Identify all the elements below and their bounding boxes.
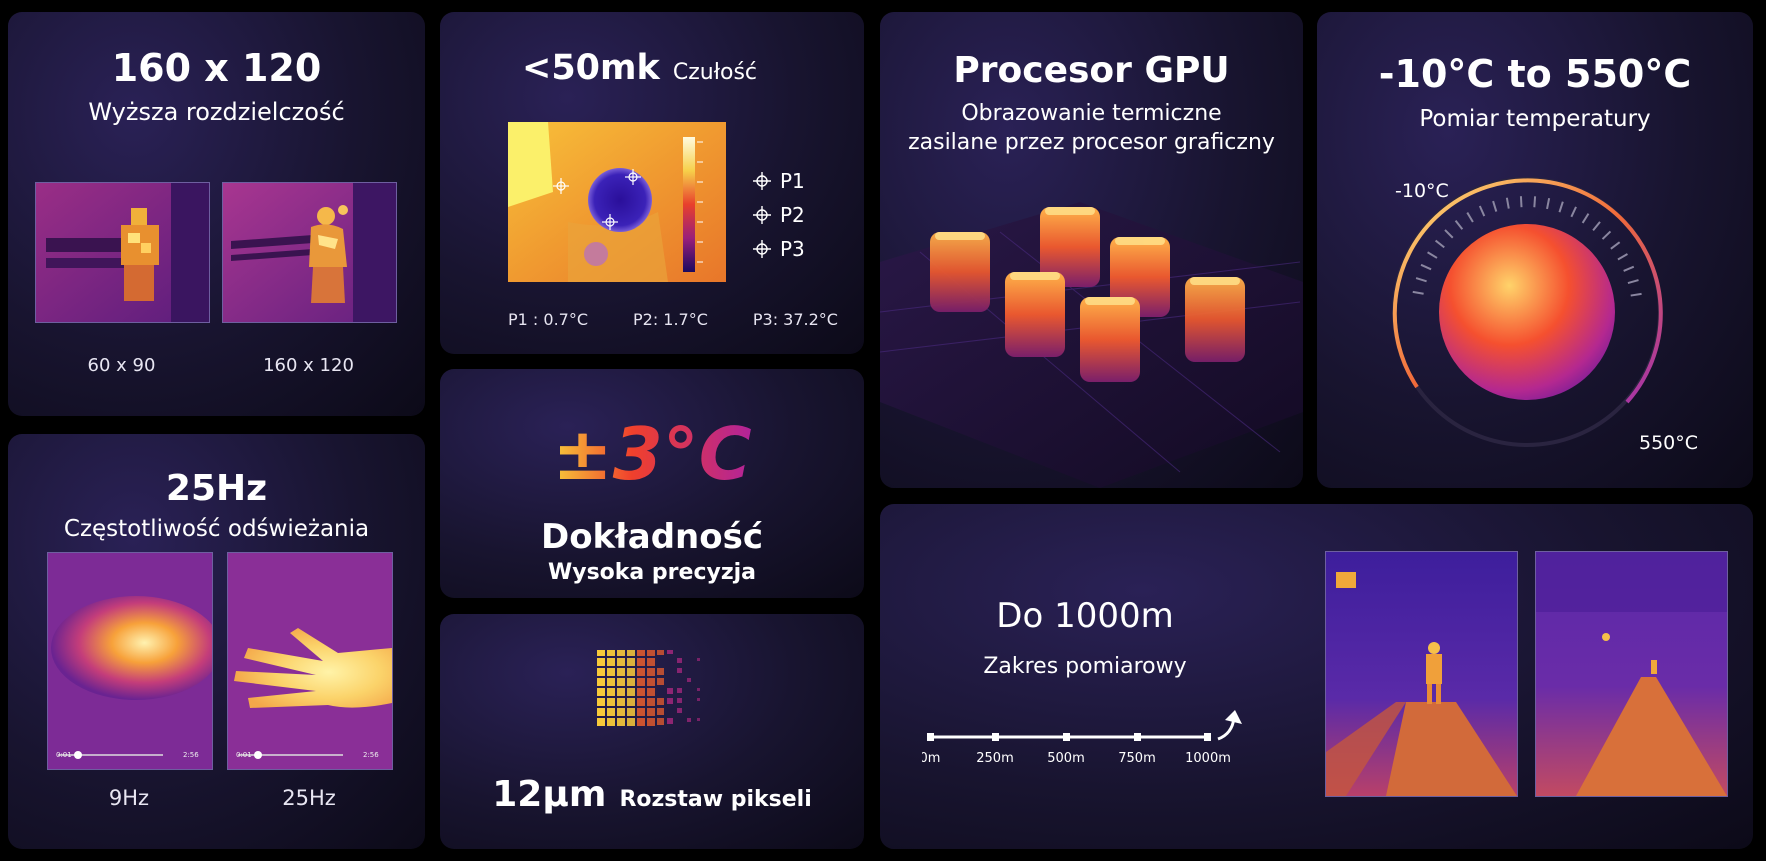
temperature-title: -10°C to 550°C (1317, 52, 1753, 96)
refresh-right-label: 25Hz (227, 786, 391, 810)
range-thermal-image-far (1535, 551, 1728, 797)
player-start-time-9hz: 0:01 (56, 751, 72, 759)
range-tick-2: 500m (1047, 751, 1084, 766)
gpu-subtitle-line2: zasilane przez procesor graficzny (880, 130, 1303, 155)
range-tick-3: 750m (1118, 751, 1155, 766)
refresh-left-label: 9Hz (47, 786, 211, 810)
temperature-max-label: 550°C (1639, 432, 1698, 454)
refresh-rate-card: 25Hz Częstotliwość odświeżania 0:01 2:56 (8, 434, 425, 849)
legend-item-p1: P1 (752, 164, 805, 198)
crosshair-icon (752, 205, 772, 225)
legend-label-p2: P2 (780, 203, 805, 227)
gpu-card: Procesor GPU Obrazowanie termiczne zasil… (880, 12, 1303, 488)
accuracy-subtitle: Wysoka precyzja (440, 560, 864, 585)
sensitivity-legend: P1 P2 P3 (752, 164, 805, 266)
gpu-subtitle-line1: Obrazowanie termiczne (880, 101, 1303, 126)
crosshair-icon (752, 239, 772, 259)
temperature-min-label: -10°C (1395, 180, 1449, 202)
sensitivity-thermal-image (508, 122, 726, 282)
sensitivity-card: <50mk Czułość (440, 12, 864, 354)
high-res-thermal-image (222, 182, 397, 323)
temperature-gauge (1377, 172, 1677, 472)
accuracy-value: ±3°C (552, 412, 751, 491)
reading-p3: P3: 37.2°C (753, 310, 838, 329)
pixel-pitch-value: 12μm (492, 774, 606, 815)
player-end-time-9hz: 2:56 (183, 751, 199, 759)
reading-p2: P2: 1.7°C (633, 310, 708, 329)
high-res-label: 160 x 120 (222, 355, 395, 376)
temperature-subtitle: Pomiar temperatury (1317, 106, 1753, 132)
player-end-time-25hz: 2:56 (363, 751, 379, 759)
legend-item-p2: P2 (752, 198, 805, 232)
refresh-subtitle: Częstotliwość odświeżania (8, 516, 425, 542)
accuracy-value-graphic: ±3°C (440, 411, 864, 491)
legend-item-p3: P3 (752, 232, 805, 266)
range-card: Do 1000m Zakres pomiarowy 0m 250m 500m 7… (880, 504, 1753, 849)
legend-label-p3: P3 (780, 237, 805, 261)
range-scale: 0m 250m 500m 750m 1000m (922, 704, 1252, 784)
pixel-pitch-card: 12μm Rozstaw pikseli (440, 614, 864, 849)
range-thermal-image-near (1325, 551, 1518, 797)
resolution-title: 160 x 120 (8, 46, 425, 90)
player-start-time-25hz: 0:01 (236, 751, 252, 759)
sensitivity-label: Czułość (673, 60, 757, 85)
temperature-card: -10°C to 550°C Pomiar temperatury -10°C … (1317, 12, 1753, 488)
accuracy-card: ±3°C Dokładność Wysoka precyzja (440, 369, 864, 598)
range-tick-4: 1000m (1185, 751, 1231, 766)
range-subtitle: Zakres pomiarowy (920, 654, 1250, 679)
gpu-chip-illustration (880, 172, 1303, 488)
sensitivity-readings: P1 : 0.7°C P2: 1.7°C P3: 37.2°C (508, 310, 838, 329)
legend-label-p1: P1 (780, 169, 805, 193)
gauge-sphere (1439, 224, 1615, 400)
resolution-card: 160 x 120 Wyższa rozdzielczość (8, 12, 425, 416)
hand-thermal-25hz: 0:01 2:56 (227, 552, 393, 770)
hand-thermal-9hz: 0:01 2:56 (47, 552, 213, 770)
low-res-thermal-image (35, 182, 210, 323)
range-title: Do 1000m (920, 596, 1250, 636)
low-res-label: 60 x 90 (35, 355, 208, 376)
gpu-title: Procesor GPU (880, 50, 1303, 91)
sensitivity-value: <50mk (522, 48, 660, 88)
range-tick-1: 250m (976, 751, 1013, 766)
accuracy-title: Dokładność (440, 517, 864, 557)
pixel-pitch-label: Rozstaw pikseli (619, 787, 811, 812)
refresh-title: 25Hz (8, 468, 425, 509)
range-tick-0: 0m (922, 751, 940, 766)
resolution-subtitle: Wyższa rozdzielczość (8, 98, 425, 126)
pixel-grid-icon (597, 650, 707, 726)
reading-p1: P1 : 0.7°C (508, 310, 588, 329)
crosshair-icon (752, 171, 772, 191)
